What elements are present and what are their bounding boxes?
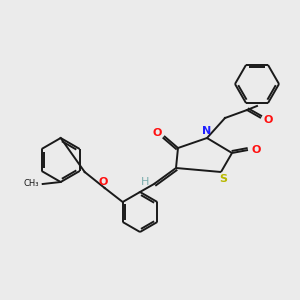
Text: H: H bbox=[141, 177, 149, 187]
Text: O: O bbox=[263, 115, 273, 125]
Text: O: O bbox=[251, 145, 261, 155]
Text: S: S bbox=[219, 174, 227, 184]
Text: O: O bbox=[152, 128, 162, 138]
Text: O: O bbox=[99, 177, 108, 187]
Text: CH₃: CH₃ bbox=[23, 179, 39, 188]
Text: N: N bbox=[202, 126, 211, 136]
